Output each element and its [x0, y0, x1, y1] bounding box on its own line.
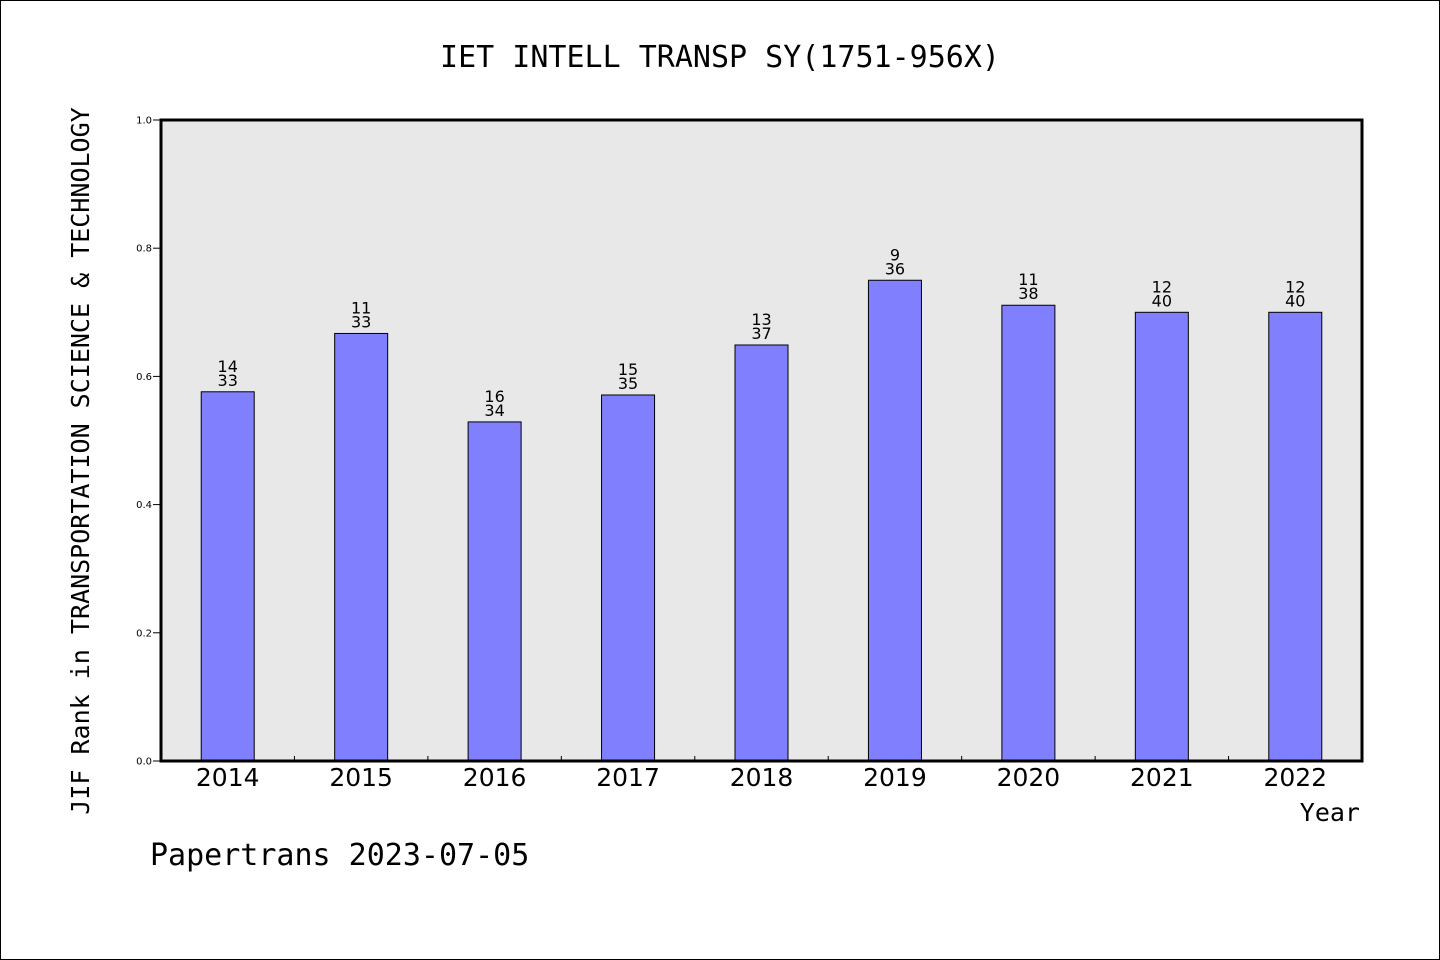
bar-rank-label: 11 [1018, 270, 1038, 289]
bar-rank-label: 12 [1285, 277, 1305, 296]
y-tick-label: 0.0 [136, 757, 152, 768]
bar-2021 [1134, 311, 1189, 762]
bar-rank-label: 13 [751, 310, 771, 329]
y-tick-label: 0.4 [136, 500, 152, 511]
y-axis-ticks: 0.0 0.2 0.4 0.6 0.8 1.0 [136, 116, 161, 768]
bars-group [200, 279, 1323, 762]
bar-2017 [601, 394, 656, 762]
y-tick-label: 0.6 [136, 372, 152, 383]
y-tick-label: 0.8 [136, 244, 152, 255]
bar-rank-label: 11 [351, 298, 371, 317]
bar-2019 [867, 279, 922, 762]
bar-2014 [200, 391, 255, 762]
bar-2015 [334, 332, 389, 762]
chart-title: IET INTELL TRANSP SY(1751-956X) [440, 40, 1000, 75]
x-tick-label: 2015 [329, 763, 393, 792]
bar-total-label: 33 [218, 371, 238, 390]
y-tick-label: 1.0 [136, 116, 152, 127]
bar-rank-label: 12 [1152, 277, 1172, 296]
y-tick-label: 0.2 [136, 628, 152, 639]
x-tick-label: 2016 [463, 763, 527, 792]
bar-rank-label: 16 [484, 387, 504, 406]
bar-2018 [734, 344, 789, 762]
x-tick-label: 2021 [1130, 763, 1194, 792]
bar-2020 [1001, 304, 1056, 762]
bar-rank-label: 15 [618, 360, 638, 379]
bar-total-label: 40 [1285, 291, 1305, 310]
plot-border [159, 118, 1364, 763]
footer-source: Papertrans 2023-07-05 [150, 838, 529, 873]
x-tick-label: 2014 [196, 763, 260, 792]
bar-2016 [467, 421, 522, 762]
x-tick-label: 2022 [1263, 763, 1327, 792]
bar-total-label: 34 [484, 401, 504, 420]
x-tick-label: 2020 [997, 763, 1061, 792]
bar-rank-label: 9 [890, 245, 900, 264]
y-axis-label: JIF Rank in TRANSPORTATION SCIENCE & TEC… [66, 107, 95, 814]
bar-rank-label: 14 [218, 357, 238, 376]
x-tick-label: 2018 [730, 763, 794, 792]
x-tick-label: 2019 [863, 763, 927, 792]
bar-total-label: 37 [751, 324, 771, 343]
bar-total-label: 38 [1018, 284, 1038, 303]
x-axis-label: Year [1300, 798, 1360, 827]
bar-total-label: 40 [1152, 291, 1172, 310]
x-axis-ticks: 2014 2015 2016 2017 2018 2019 2020 2021 2022 [196, 756, 1327, 792]
bar-total-label: 35 [618, 374, 638, 393]
x-tick-label: 2017 [596, 763, 660, 792]
bar-2022 [1268, 311, 1323, 762]
bar-total-label: 36 [885, 259, 905, 278]
bar-total-label: 33 [351, 312, 371, 331]
